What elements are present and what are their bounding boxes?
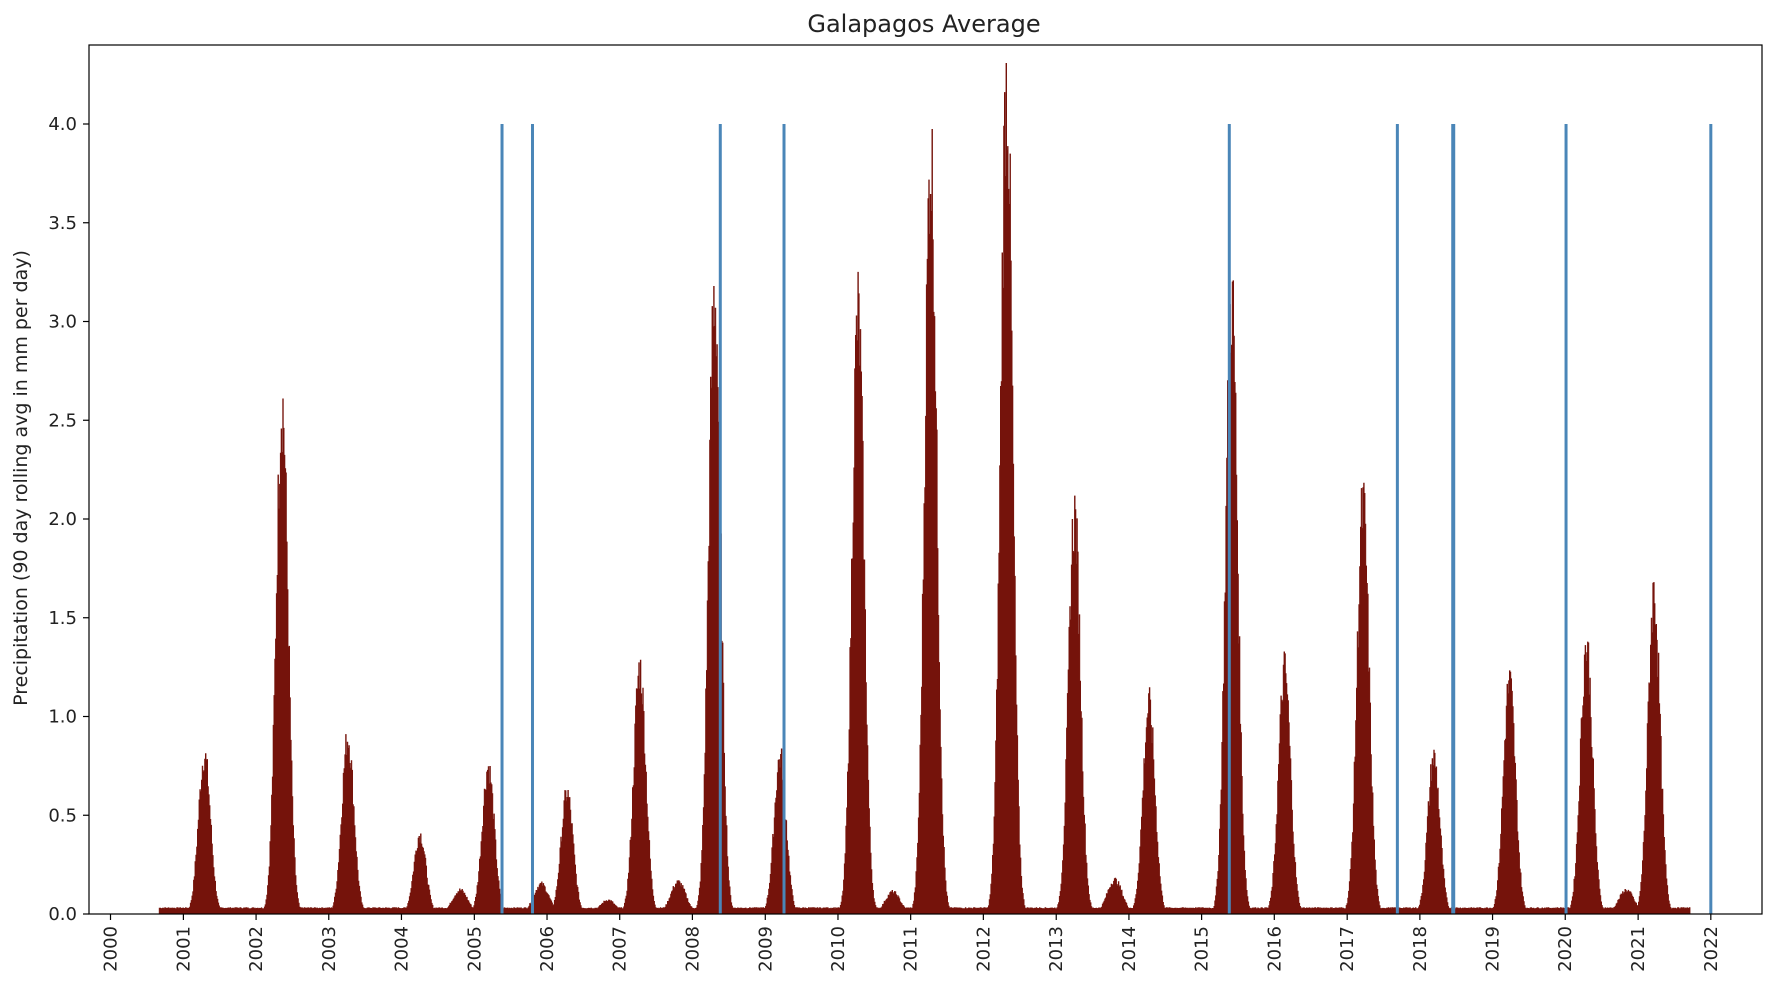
x-tick-label: 2022 xyxy=(1701,926,1722,972)
y-tick-label: 1.0 xyxy=(48,707,77,728)
chart-title: Galapagos Average xyxy=(807,10,1040,38)
x-tick-label: 2001 xyxy=(173,926,194,972)
x-tick-label: 2000 xyxy=(101,926,122,972)
x-tick-label: 2005 xyxy=(464,926,485,972)
x-tick-label: 2011 xyxy=(901,926,922,972)
x-tick-label: 2008 xyxy=(682,926,703,972)
y-tick-label: 3.0 xyxy=(48,312,77,333)
x-tick-label: 2018 xyxy=(1410,926,1431,972)
y-tick-label: 2.5 xyxy=(48,410,77,431)
y-tick-label: 1.5 xyxy=(48,608,77,629)
y-axis-label: Precipitation (90 day rolling avg in mm … xyxy=(10,250,32,706)
precipitation-bars xyxy=(158,62,1691,915)
x-tick-label: 2016 xyxy=(1264,926,1285,972)
y-tick-label: 0.5 xyxy=(48,805,77,826)
x-tick-label: 2015 xyxy=(1192,926,1213,972)
x-tick-label: 2009 xyxy=(755,926,776,972)
axes-frame xyxy=(88,44,1763,915)
x-tick-label: 2002 xyxy=(246,926,267,972)
y-tick-label: 2.0 xyxy=(48,509,77,530)
x-tick-label: 2007 xyxy=(610,926,631,972)
x-tick-label: 2003 xyxy=(319,926,340,972)
plot-area: 0.0 0.5 1.0 1.5 2.0 2.5 3.0 3.5 4.0 2000 2001 2002 2… xyxy=(48,44,1763,972)
x-tick-label: 2020 xyxy=(1555,926,1576,972)
x-tick-label: 2014 xyxy=(1119,926,1140,972)
x-tick-label: 2021 xyxy=(1628,926,1649,972)
y-tick-label: 0.0 xyxy=(48,904,77,925)
x-tick-label: 2013 xyxy=(1046,926,1067,972)
y-tick-label: 3.5 xyxy=(48,213,77,234)
x-tick-label: 2004 xyxy=(392,926,413,972)
x-tick-label: 2012 xyxy=(973,926,994,972)
x-tick-label: 2017 xyxy=(1337,926,1358,972)
x-tick-label: 2006 xyxy=(537,926,558,972)
x-tick-label: 2010 xyxy=(828,926,849,972)
x-tick-label: 2019 xyxy=(1483,926,1504,972)
y-tick-label: 4.0 xyxy=(48,114,77,135)
